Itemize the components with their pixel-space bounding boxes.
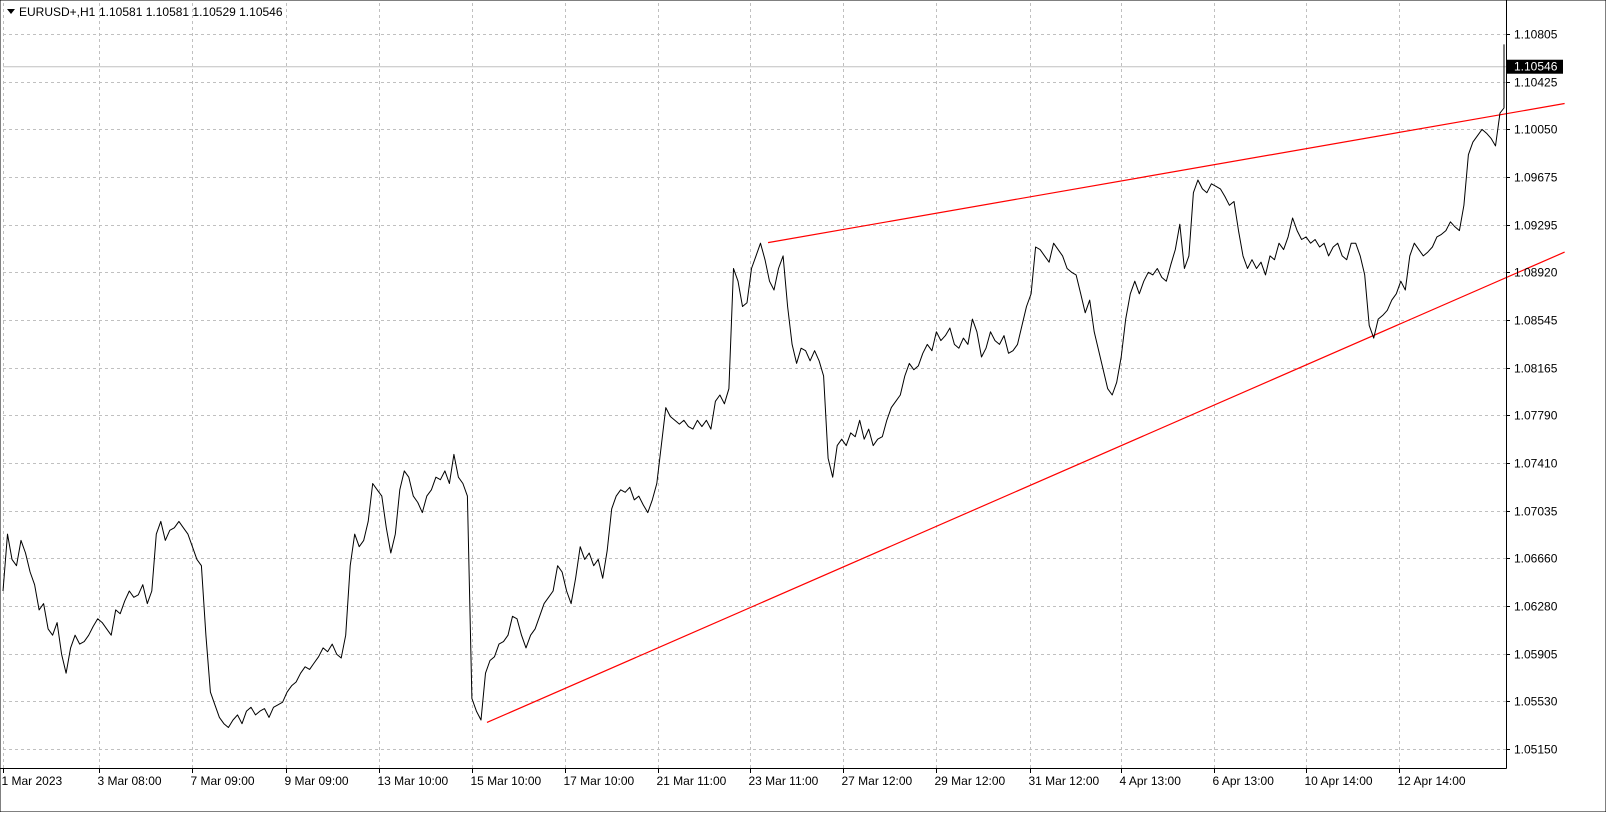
time-tick-label: 27 Mar 12:00: [842, 774, 913, 788]
current-price-tag-bg: [1507, 59, 1563, 74]
price-tick-label: 1.08545: [1514, 314, 1558, 328]
time-tick-label: 17 Mar 10:00: [564, 774, 635, 788]
time-tick-label: 4 Apr 13:00: [1120, 774, 1182, 788]
price-tick-label: 1.07035: [1514, 505, 1558, 519]
time-tick-label: 7 Mar 09:00: [191, 774, 255, 788]
time-tick-label: 29 Mar 12:00: [935, 774, 1006, 788]
symbol-label: EURUSD+,H1: [19, 5, 96, 19]
price-tick-label: 1.06280: [1514, 600, 1558, 614]
price-tick-label: 1.10425: [1514, 76, 1558, 90]
price-tick-label: 1.05530: [1514, 695, 1558, 709]
price-tick-label: 1.09675: [1514, 171, 1558, 185]
time-tick-label: 31 Mar 12:00: [1029, 774, 1100, 788]
time-tick-label: 1 Mar 2023: [2, 774, 63, 788]
time-tick-label: 3 Mar 08:00: [98, 774, 162, 788]
chart-header: EURUSD+,H1 1.10581 1.10581 1.10529 1.105…: [7, 5, 283, 19]
time-tick-label: 15 Mar 10:00: [471, 774, 542, 788]
time-tick-label: 6 Apr 13:00: [1213, 774, 1275, 788]
price-tick-label: 1.06660: [1514, 552, 1558, 566]
dropdown-triangle-icon[interactable]: [7, 9, 15, 14]
price-tick-label: 1.07790: [1514, 409, 1558, 423]
price-tick-label: 1.10805: [1514, 28, 1558, 42]
price-tick-label: 1.08920: [1514, 266, 1558, 280]
time-tick-label: 10 Apr 14:00: [1305, 774, 1373, 788]
price-tick-label: 1.10050: [1514, 123, 1558, 137]
price-tick-label: 1.08165: [1514, 362, 1558, 376]
time-tick-label: 13 Mar 10:00: [378, 774, 449, 788]
time-axis[interactable]: 1 Mar 2023 3 Mar 08:00 7 Mar 09:00 9 Mar 09…: [2, 768, 1466, 788]
price-tick-label: 1.05150: [1514, 743, 1558, 757]
price-tick-label: 1.09295: [1514, 219, 1558, 233]
ohlc-values: 1.10581 1.10581 1.10529 1.10546: [99, 5, 283, 19]
price-tick-label: 1.07410: [1514, 457, 1558, 471]
time-tick-label: 12 Apr 14:00: [1398, 774, 1466, 788]
current-price-tag-label: 1.10546: [1514, 60, 1558, 74]
price-axis[interactable]: 1.10805 1.10425 1.10050 1.09675 1.09295 1.089…: [1506, 28, 1558, 757]
current-price-tag: 1.10546: [1507, 59, 1563, 74]
time-tick-label: 9 Mar 09:00: [285, 774, 349, 788]
time-tick-label: 23 Mar 11:00: [749, 774, 819, 788]
time-tick-label: 21 Mar 11:00: [657, 774, 727, 788]
price-tick-label: 1.05905: [1514, 648, 1558, 662]
